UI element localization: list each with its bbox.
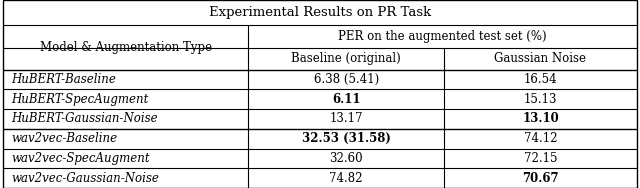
Text: HuBERT-Gaussian-Noise: HuBERT-Gaussian-Noise — [11, 112, 157, 125]
Text: HuBERT-Baseline: HuBERT-Baseline — [11, 73, 116, 86]
Text: Gaussian Noise: Gaussian Noise — [495, 52, 586, 65]
Text: 13.10: 13.10 — [522, 112, 559, 125]
Text: Experimental Results on PR Task: Experimental Results on PR Task — [209, 6, 431, 19]
Text: 32.53 (31.58): 32.53 (31.58) — [302, 132, 390, 145]
Text: wav2vec-Baseline: wav2vec-Baseline — [11, 132, 117, 145]
Text: wav2vec-SpecAugment: wav2vec-SpecAugment — [11, 152, 150, 165]
Text: Baseline (original): Baseline (original) — [291, 52, 401, 65]
Text: 13.17: 13.17 — [330, 112, 363, 125]
Text: 6.38 (5.41): 6.38 (5.41) — [314, 73, 379, 86]
Text: 72.15: 72.15 — [524, 152, 557, 165]
Text: HuBERT-SpecAugment: HuBERT-SpecAugment — [11, 93, 148, 106]
Text: 15.13: 15.13 — [524, 93, 557, 106]
Text: 74.82: 74.82 — [330, 172, 363, 185]
Text: wav2vec-Gaussian-Noise: wav2vec-Gaussian-Noise — [11, 172, 159, 185]
Text: 32.60: 32.60 — [330, 152, 363, 165]
Text: Model & Augmentation Type: Model & Augmentation Type — [40, 41, 212, 54]
Text: 6.11: 6.11 — [332, 93, 360, 106]
Text: PER on the augmented test set (%): PER on the augmented test set (%) — [339, 30, 547, 43]
Text: 16.54: 16.54 — [524, 73, 557, 86]
Text: 74.12: 74.12 — [524, 132, 557, 145]
Text: 70.67: 70.67 — [522, 172, 559, 185]
